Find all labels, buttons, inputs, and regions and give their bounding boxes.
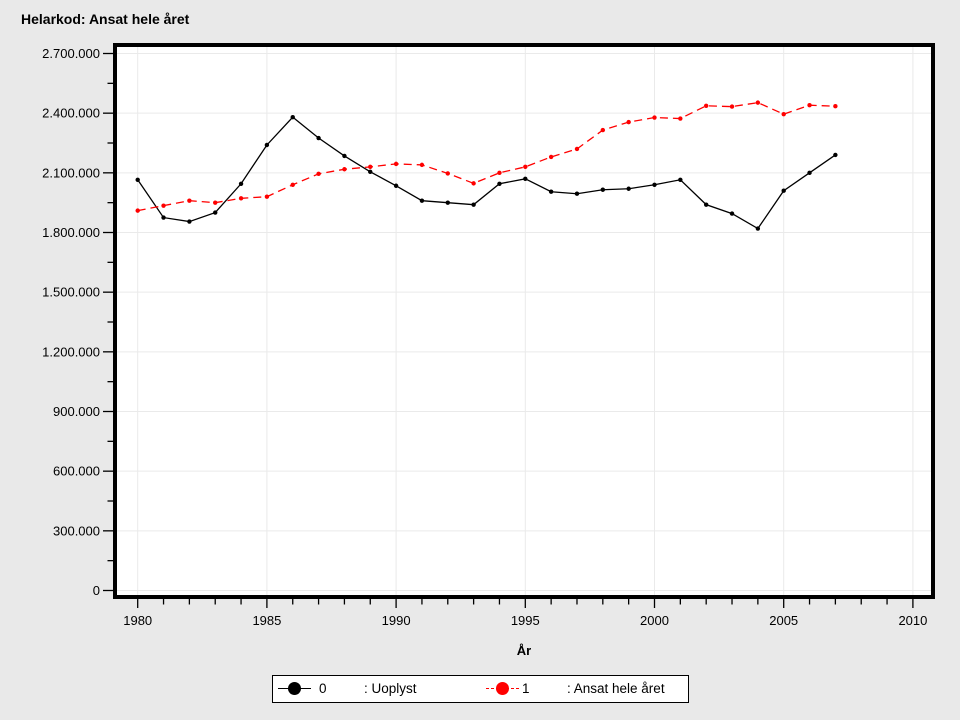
axis-ticks [103, 52, 914, 608]
svg-text:2010: 2010 [898, 613, 927, 628]
x-axis-label: År [516, 643, 532, 658]
legend-marker-uoplyst-icon [278, 676, 311, 701]
svg-text:1.500.000: 1.500.000 [42, 285, 100, 300]
legend-desc-ansat: : Ansat hele året [567, 681, 665, 696]
svg-text:2000: 2000 [640, 613, 669, 628]
tick-labels: 0 300.000 600.000 900.000 1.200.000 1.500.000… [42, 46, 927, 628]
svg-text:1985: 1985 [252, 613, 281, 628]
series-0 [135, 114, 838, 231]
svg-text:300.000: 300.000 [53, 523, 100, 538]
svg-text:1990: 1990 [382, 613, 411, 628]
legend: 0 : Uoplyst 1 : Ansat hele året [272, 675, 689, 703]
chart-title: Helarkod: Ansat hele året [21, 11, 190, 27]
svg-text:1995: 1995 [511, 613, 540, 628]
svg-text:1.800.000: 1.800.000 [42, 225, 100, 240]
svg-text:600.000: 600.000 [53, 464, 100, 479]
legend-key-ansat: 1 [522, 681, 530, 696]
svg-text:2005: 2005 [769, 613, 798, 628]
plot-frame [113, 43, 935, 599]
svg-text:1.200.000: 1.200.000 [42, 344, 100, 359]
svg-text:2.700.000: 2.700.000 [42, 46, 100, 61]
svg-text:900.000: 900.000 [53, 404, 100, 419]
legend-desc-uoplyst: : Uoplyst [364, 681, 417, 696]
svg-text:0: 0 [93, 583, 100, 598]
legend-marker-ansat-icon [486, 676, 519, 701]
legend-key-uoplyst: 0 [319, 681, 327, 696]
svg-text:2.100.000: 2.100.000 [42, 165, 100, 180]
series-1 [135, 100, 838, 213]
gridlines [117, 47, 931, 595]
svg-text:1980: 1980 [123, 613, 152, 628]
svg-text:2.400.000: 2.400.000 [42, 106, 100, 121]
